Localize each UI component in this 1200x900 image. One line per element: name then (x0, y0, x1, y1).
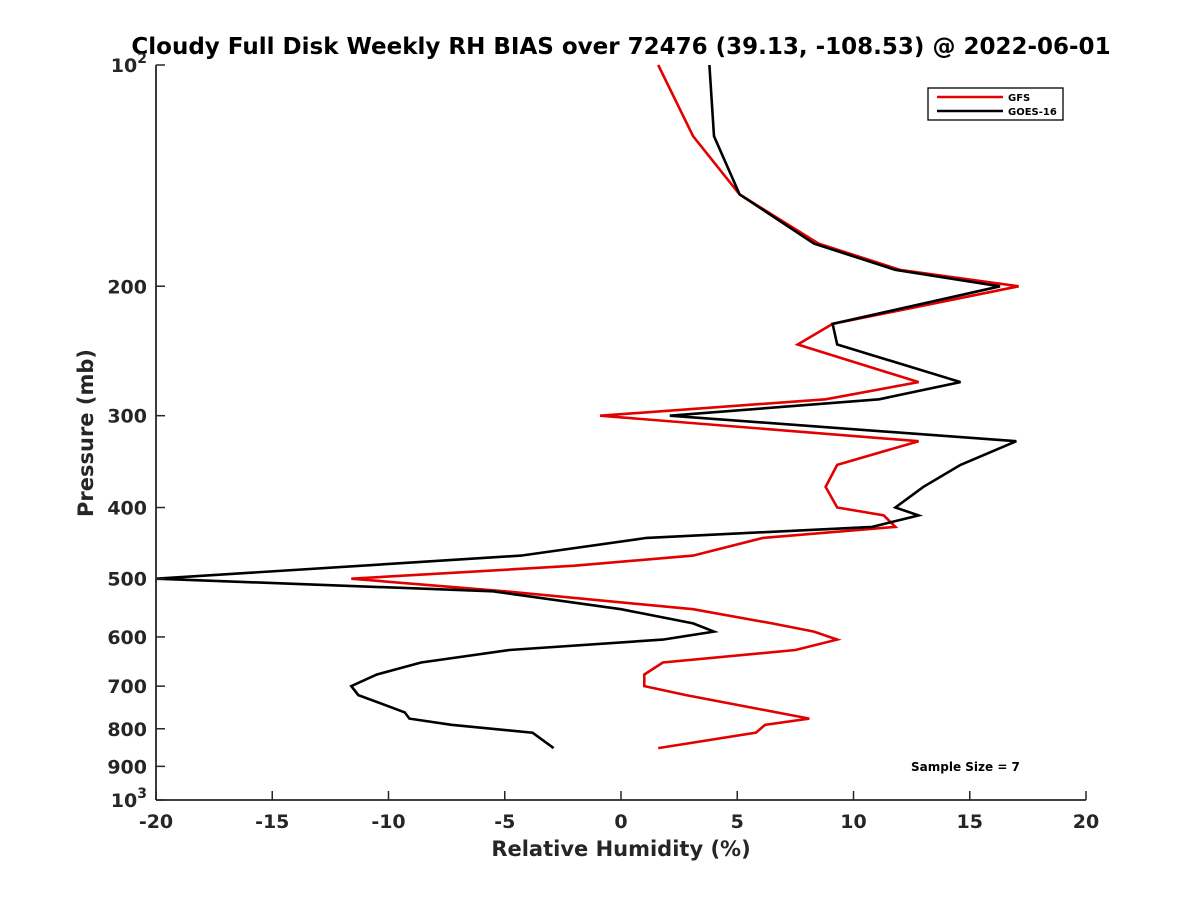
axes-layer (155, 64, 1087, 801)
y-axis-label: Pressure (mb) (74, 349, 98, 517)
y-tick-label: 700 (107, 676, 147, 698)
y-tick-label: 103 (111, 786, 147, 812)
y-tick-label: 500 (107, 569, 147, 591)
y-tick-label: 600 (107, 627, 147, 649)
series-line-gfs (351, 64, 1019, 750)
sample-size-annotation: Sample Size = 7 (911, 760, 1020, 774)
legend-box (927, 87, 1064, 121)
y-tick-label: 800 (107, 719, 147, 741)
series-layer (155, 64, 1019, 750)
y-tick-label: 400 (107, 498, 147, 520)
x-tick-labels: -20 -15 -10 -5 0 5 10 15 20 (139, 811, 1099, 833)
y-tick-label: 300 (107, 406, 147, 428)
legend-label-gfs: GFS (1008, 93, 1030, 104)
y-tick-label: 900 (107, 756, 147, 778)
x-tick-label: -15 (255, 811, 289, 833)
x-tick-label: -5 (494, 811, 515, 833)
x-tick-label: 20 (1073, 811, 1099, 833)
x-tick-label: 10 (840, 811, 866, 833)
legend: GFS GOES-16 (927, 87, 1064, 121)
x-axis-label: Relative Humidity (%) (491, 837, 750, 861)
x-tick-label: 0 (614, 811, 627, 833)
chart-title: Cloudy Full Disk Weekly RH BIAS over 724… (131, 34, 1110, 60)
y-tick-label: 102 (111, 51, 147, 77)
y-tick-labels: 102 200 300 400 500 600 700 800 900 103 (107, 51, 147, 812)
y-tick-label: 200 (107, 276, 147, 298)
series-line-goes-16 (155, 64, 1017, 750)
x-tick-label: 5 (731, 811, 744, 833)
x-tick-label: 15 (957, 811, 983, 833)
legend-label-goes-16: GOES-16 (1008, 107, 1057, 118)
x-tick-label: -20 (139, 811, 173, 833)
x-tick-label: -10 (371, 811, 405, 833)
